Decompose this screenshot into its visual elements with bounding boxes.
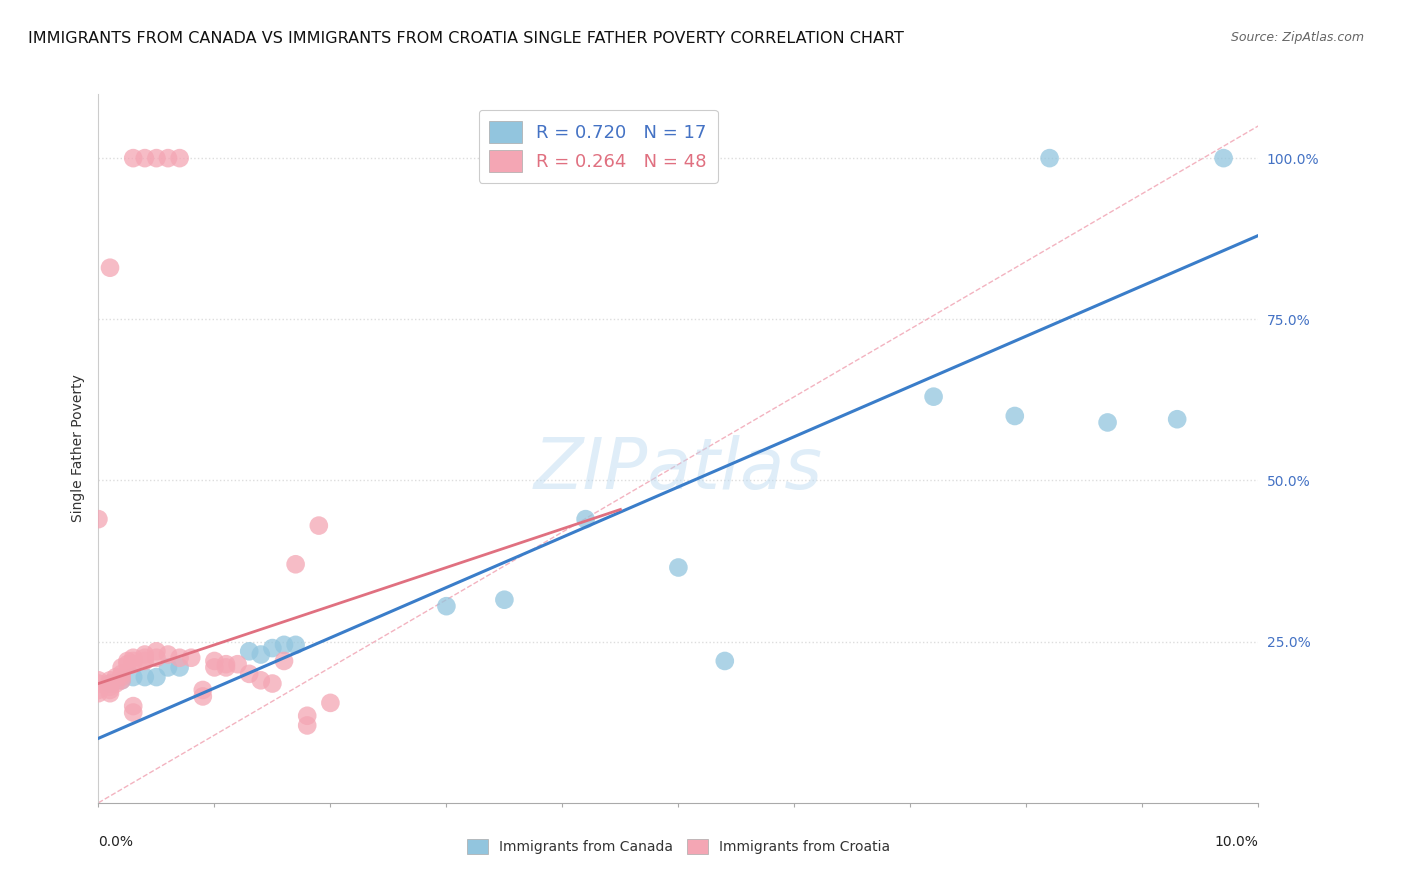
Point (922, 390, 945, 404)
Point (297, 708, 319, 723)
Text: 10.0%: 10.0% (1215, 835, 1258, 848)
Legend: Immigrants from Canada, Immigrants from Croatia: Immigrants from Canada, Immigrants from … (461, 834, 896, 860)
Point (308, 518, 330, 533)
Point (180, 650, 202, 665)
Point (111, 660, 132, 674)
Point (1097, 416, 1119, 430)
Point (250, 648, 273, 662)
Point (1004, 409, 1026, 423)
Point (250, 673, 273, 688)
Point (98, 683, 121, 698)
Point (215, 657, 238, 672)
Point (134, 654, 156, 668)
Point (204, 654, 226, 668)
Point (319, 696, 342, 710)
Point (262, 676, 284, 690)
Point (1212, 151, 1234, 165)
Point (215, 660, 238, 674)
Y-axis label: Single Father Poverty: Single Father Poverty (70, 375, 84, 522)
Point (238, 666, 260, 681)
Point (122, 151, 145, 165)
Point (436, 599, 458, 614)
Point (104, 670, 127, 684)
Point (284, 638, 307, 652)
Point (273, 638, 295, 652)
Point (98, 260, 121, 275)
Point (1038, 151, 1062, 165)
Point (87, 676, 110, 690)
Point (297, 718, 319, 732)
Text: Source: ZipAtlas.com: Source: ZipAtlas.com (1230, 31, 1364, 45)
Text: ZIPatlas: ZIPatlas (534, 435, 823, 504)
Point (204, 660, 226, 674)
Text: 0.0%: 0.0% (98, 835, 134, 848)
Point (666, 560, 689, 574)
Point (134, 670, 156, 684)
Point (238, 644, 260, 658)
Point (226, 657, 249, 672)
Point (87, 686, 110, 700)
Point (191, 690, 214, 704)
Point (157, 660, 180, 674)
Point (134, 648, 156, 662)
Point (169, 660, 191, 674)
Point (111, 670, 132, 684)
Point (1166, 412, 1188, 426)
Point (145, 644, 167, 658)
Point (191, 683, 214, 698)
Point (98, 676, 121, 690)
Point (98, 680, 121, 694)
Point (98, 676, 121, 690)
Point (87, 512, 110, 526)
Point (104, 676, 127, 690)
Point (169, 151, 191, 165)
Point (262, 641, 284, 656)
Point (98, 686, 121, 700)
Point (273, 654, 295, 668)
Point (169, 650, 191, 665)
Point (157, 151, 180, 165)
Point (122, 706, 145, 720)
Point (145, 151, 167, 165)
Point (111, 673, 132, 688)
Point (87, 673, 110, 688)
Point (494, 592, 516, 607)
Point (111, 666, 132, 681)
Point (145, 650, 167, 665)
Point (145, 670, 167, 684)
Point (87, 683, 110, 698)
Point (122, 670, 145, 684)
Point (575, 512, 598, 526)
Point (122, 699, 145, 714)
Text: IMMIGRANTS FROM CANADA VS IMMIGRANTS FROM CROATIA SINGLE FATHER POVERTY CORRELAT: IMMIGRANTS FROM CANADA VS IMMIGRANTS FRO… (28, 31, 904, 46)
Point (157, 648, 180, 662)
Point (111, 673, 132, 688)
Point (122, 650, 145, 665)
Point (714, 654, 737, 668)
Point (284, 558, 307, 572)
Point (117, 657, 139, 672)
Point (117, 654, 139, 668)
Point (122, 654, 145, 668)
Point (98, 673, 121, 688)
Point (134, 650, 156, 665)
Point (122, 657, 145, 672)
Point (134, 151, 156, 165)
